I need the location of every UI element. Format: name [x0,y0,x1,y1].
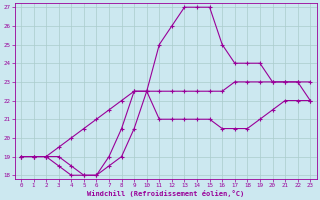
X-axis label: Windchill (Refroidissement éolien,°C): Windchill (Refroidissement éolien,°C) [87,190,244,197]
